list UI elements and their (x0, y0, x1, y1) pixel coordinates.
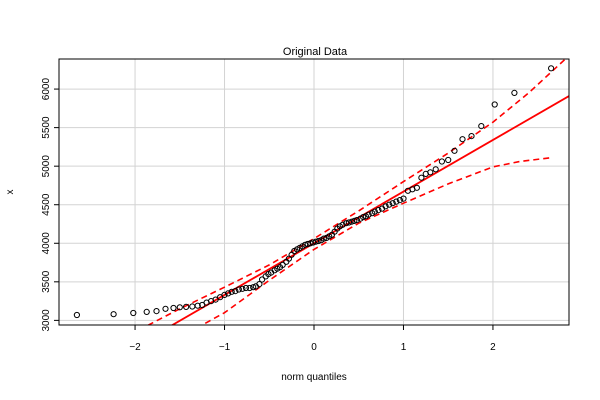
data-point (194, 302, 201, 309)
data-point (307, 240, 314, 247)
data-point (432, 166, 439, 173)
data-point (345, 219, 352, 226)
y-tick-label: 3000 (41, 309, 52, 332)
data-point (315, 237, 322, 245)
data-point (250, 284, 257, 291)
y-axis: 3000 3500 4000 4500 5000 5500 6000 (41, 78, 59, 332)
data-point (382, 203, 389, 210)
data-point (371, 208, 378, 215)
data-point (189, 303, 196, 310)
data-point (256, 281, 263, 288)
data-point (259, 276, 266, 283)
data-point (242, 284, 250, 292)
grid-layer (59, 59, 569, 325)
x-tick-label: −1 (219, 342, 231, 353)
data-point (232, 288, 239, 295)
data-point (511, 89, 518, 97)
data-point (548, 65, 555, 72)
data-point (413, 184, 420, 191)
confidence-envelope (146, 59, 566, 325)
data-point (170, 304, 177, 312)
data-point (239, 285, 246, 292)
data-point (353, 217, 360, 224)
data-point (143, 308, 150, 315)
data-point (312, 238, 319, 245)
x-axis-title: norm quantiles (281, 372, 347, 383)
data-point (459, 136, 466, 143)
data-point (393, 198, 400, 205)
envelope-upper-line (146, 59, 566, 325)
data-point (153, 308, 160, 315)
data-point (343, 220, 350, 227)
data-point (478, 123, 485, 130)
data-point (310, 239, 317, 246)
x-tick-label: 1 (401, 342, 407, 353)
data-point (365, 211, 372, 218)
data-point (468, 133, 475, 140)
data-point (73, 311, 81, 319)
data-point (320, 235, 327, 242)
data-point (396, 197, 403, 204)
y-tick-label: 4500 (41, 193, 52, 216)
data-point (418, 174, 425, 181)
data-point (183, 303, 190, 310)
x-tick-label: −2 (129, 342, 141, 353)
data-point (221, 291, 228, 298)
data-point (162, 305, 169, 312)
data-point (400, 195, 407, 202)
data-point (360, 214, 367, 221)
data-point (228, 288, 235, 295)
y-tick-label: 4000 (41, 232, 52, 255)
data-point (246, 284, 253, 292)
y-axis-title: x (5, 190, 16, 195)
data-point (110, 311, 117, 318)
y-tick-label: 5500 (41, 116, 52, 139)
data-point (279, 261, 286, 268)
data-point (176, 304, 183, 311)
chart-title: Original Data (283, 46, 348, 58)
x-axis: −2 −1 0 1 2 (129, 325, 496, 353)
data-point (235, 286, 242, 293)
data-point (375, 207, 382, 214)
y-tick-label: 6000 (41, 78, 52, 101)
data-point (427, 169, 434, 176)
y-tick-label: 3500 (41, 270, 52, 293)
envelope-lower-line (200, 156, 552, 325)
data-point (339, 221, 346, 228)
data-point (389, 200, 396, 207)
data-point (445, 156, 452, 164)
data-point (130, 309, 137, 317)
x-tick-label: 0 (311, 342, 317, 353)
data-point (304, 240, 311, 248)
x-tick-label: 2 (490, 342, 496, 353)
data-point (225, 290, 232, 297)
data-point (386, 201, 393, 208)
data-point (438, 158, 445, 165)
data-point (348, 218, 355, 225)
data-point (351, 217, 358, 224)
data-point (491, 101, 498, 108)
data-points (73, 65, 555, 319)
data-point (451, 147, 458, 154)
y-tick-label: 5000 (41, 155, 52, 178)
